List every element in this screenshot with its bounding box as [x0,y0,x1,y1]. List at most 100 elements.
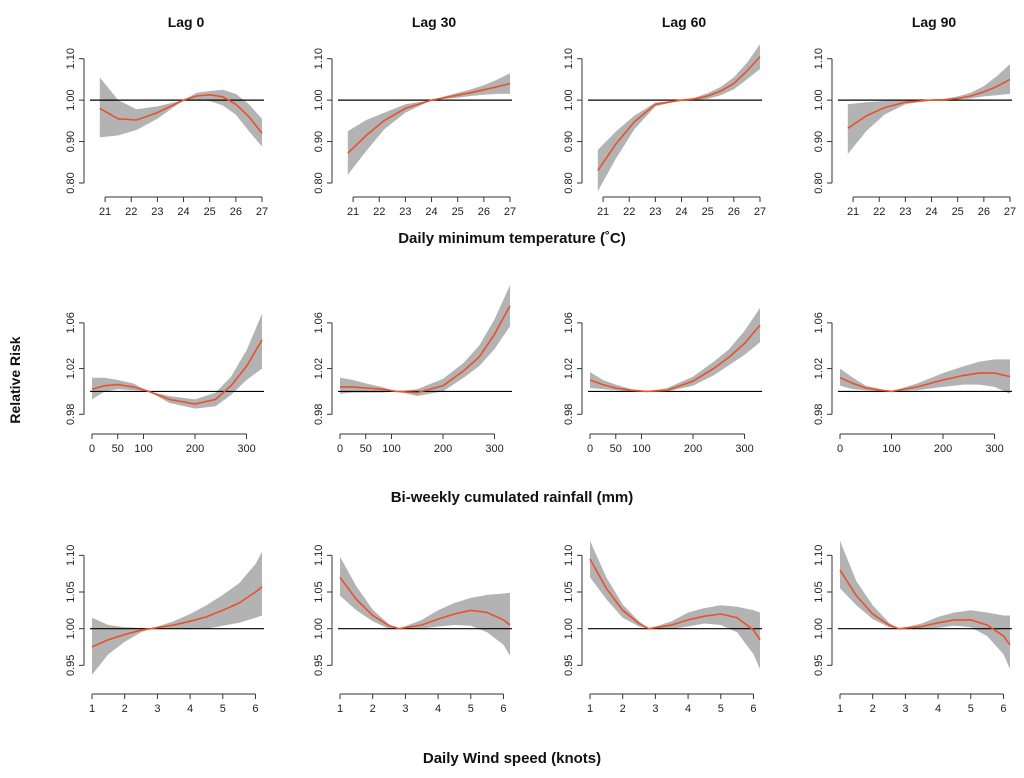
wind-lag90-x-tick-label: 4 [935,703,941,715]
wind-lag60-ci-band [590,540,760,669]
rainfall-lag60-y-tick-label: 0.98 [563,404,575,425]
wind-lag0-y-tick-label: 1.10 [65,545,77,566]
wind-lag30-panel: 0.95 1.00 1.05 1.10 1 2 3 4 5 6 [313,545,512,715]
wind-lag0-estimate-curve [91,586,263,648]
temperature-lag30-x-tick-label: 24 [425,206,437,218]
temperature-lag60-x-tick-label: 23 [649,206,661,218]
temperature-lag90-x-tick-label: 21 [847,206,859,218]
wind-lag60-panel: 0.95 1.00 1.05 1.10 1 2 3 4 5 6 [563,540,762,715]
temperature-lag0-y-tick-label: 0.80 [65,172,77,193]
temperature-lag90-x-tick-label: 25 [952,206,964,218]
rainfall-lag60-x-tick-label: 100 [632,443,650,455]
rainfall-lag60-ci-band [590,308,760,392]
wind-lag0-ci-band [92,551,262,675]
temperature-lag90-x-tick-label: 22 [873,206,885,218]
temperature-lag30-x-tick-label: 25 [452,206,464,218]
rainfall-lag90-y-tick-label: 1.02 [813,358,825,379]
wind-lag30-x-tick-label: 1 [337,703,343,715]
temperature-lag0-y-tick-label: 1.10 [65,48,77,69]
rainfall-lag30-x-tick-label: 100 [382,443,400,455]
rainfall-x-axis-label: Bi-weekly cumulated rainfall (mm) [390,489,634,506]
wind-lag90-x-tick-label: 6 [1000,703,1006,715]
rainfall-lag60-y-tick-label: 1.02 [563,358,575,379]
wind-lag90-panel: 0.95 1.00 1.05 1.10 1 2 3 4 5 6 [813,540,1012,715]
temperature-lag60-x-tick-label: 24 [675,206,687,218]
wind-lag0-x-tick-label: 2 [122,703,128,715]
wind-lag90-y-tick-label: 0.95 [813,655,825,676]
wind-lag90-x-tick-label: 2 [870,703,876,715]
temperature-lag0-y-tick-label: 1.00 [65,89,77,110]
temperature-lag60-ci-band [597,44,760,192]
temperature-lag30-x-tick-label: 23 [399,206,411,218]
temperature-lag0-panel: 0.80 0.90 1.00 1.10 21 22 23 24 25 26 27 [65,48,268,218]
rainfall-lag60-x-tick-label: 50 [610,443,622,455]
rainfall-lag30-panel: 0.98 1.02 1.06 0 50 100 200 300 [313,285,512,455]
temperature-lag30-y-tick-label: 0.80 [313,172,325,193]
rainfall-lag90-y-tick-label: 0.98 [813,404,825,425]
temperature-lag0-ci-band [99,77,262,147]
rainfall-lag0-x-tick-label: 100 [134,443,152,455]
rainfall-lag60-estimate-curve [589,324,761,393]
temperature-lag0-y-tick-label: 0.90 [65,131,77,152]
wind-lag0-x-tick-label: 4 [187,703,193,715]
wind-lag90-y-tick-label: 1.05 [813,581,825,602]
wind-lag60-y-tick-label: 1.05 [563,581,575,602]
temperature-lag90-x-tick-label: 27 [1004,206,1016,218]
temperature-lag60-x-tick-label: 27 [754,206,766,218]
wind-x-axis-label: Daily Wind speed (knots) [422,750,602,767]
wind-lag0-x-tick-label: 1 [89,703,95,715]
rainfall-lag30-x-tick-label: 50 [360,443,372,455]
wind-lag60-x-tick-label: 3 [652,703,658,715]
wind-lag30-x-tick-label: 3 [402,703,408,715]
rainfall-lag90-panel: 0.98 1.02 1.06 0 100 200 300 [813,312,1012,455]
wind-lag60-estimate-curve [589,558,761,641]
rainfall-lag60-y-tick-label: 1.06 [563,312,575,333]
rainfall-lag30-ci-band [340,285,510,396]
wind-lag30-ci-band [340,556,510,656]
temperature-lag30-panel: 0.80 0.90 1.00 1.10 21 22 23 24 25 26 27 [313,48,516,218]
rainfall-lag90-estimate-curve [839,372,1011,393]
lag-title-30: Lag 30 [411,14,457,30]
rainfall-lag60-panel: 0.98 1.02 1.06 0 50 100 200 300 [563,308,762,455]
wind-lag60-x-tick-label: 4 [685,703,691,715]
rainfall-lag60-x-tick-label: 300 [735,443,753,455]
rainfall-lag0-y-tick-label: 1.06 [65,312,77,333]
wind-lag60-x-tick-label: 5 [718,703,724,715]
temperature-lag30-estimate-curve [347,82,511,154]
rainfall-lag0-y-tick-label: 1.02 [65,358,77,379]
temperature-lag30-x-tick-label: 27 [504,206,516,218]
rainfall-lag0-x-tick-label: 200 [186,443,204,455]
wind-lag30-x-tick-label: 6 [500,703,506,715]
temperature-lag30-x-tick-label: 21 [347,206,359,218]
wind-lag30-y-tick-label: 1.00 [313,618,325,639]
wind-lag0-x-tick-label: 6 [252,703,258,715]
rainfall-lag90-x-tick-label: 0 [837,443,843,455]
wind-lag0-y-tick-label: 0.95 [65,655,77,676]
wind-lag90-x-tick-label: 3 [902,703,908,715]
wind-lag0-y-tick-label: 1.05 [65,581,77,602]
temperature-lag0-x-tick-label: 25 [204,206,216,218]
rainfall-lag60-x-tick-label: 200 [684,443,702,455]
rainfall-lag0-x-tick-label: 300 [237,443,255,455]
wind-lag30-y-tick-label: 1.05 [313,581,325,602]
wind-lag90-x-tick-label: 1 [837,703,843,715]
wind-lag30-y-tick-label: 0.95 [313,655,325,676]
temperature-lag0-x-tick-label: 24 [177,206,189,218]
temperature-lag90-x-tick-label: 23 [899,206,911,218]
rainfall-lag30-estimate-curve [340,305,511,394]
rainfall-lag30-y-tick-label: 1.06 [313,312,325,333]
temperature-lag30-ci-band [347,73,510,175]
temperature-lag0-x-tick-label: 26 [230,206,242,218]
wind-lag0-x-tick-label: 3 [154,703,160,715]
wind-lag60-x-tick-label: 1 [587,703,593,715]
temperature-lag90-panel: 0.80 0.90 1.00 1.10 21 22 23 24 25 26 27 [813,48,1016,218]
lag-title-60: Lag 60 [661,14,707,30]
rainfall-lag0-panel: 0.98 1.02 1.06 0 50 100 200 300 [65,312,264,455]
wind-lag60-x-tick-label: 6 [750,703,756,715]
temperature-lag90-y-tick-label: 0.80 [813,172,825,193]
rainfall-lag0-ci-band [92,313,262,409]
rainfall-lag90-ci-band [840,359,1010,394]
temperature-lag90-y-tick-label: 1.00 [813,89,825,110]
wind-lag90-y-tick-label: 1.00 [813,618,825,639]
